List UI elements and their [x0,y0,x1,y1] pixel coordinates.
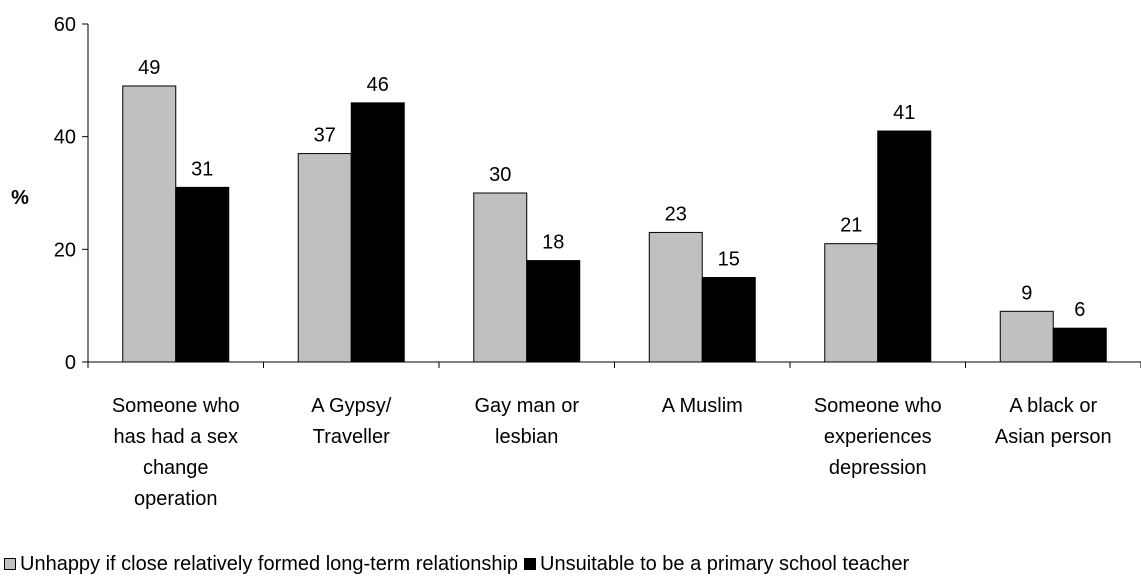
data-label: 30 [489,164,511,186]
category-label-line: Someone who [814,395,942,417]
bar-unhappy [824,243,879,363]
bar-unhappy [473,192,528,363]
category-label: Gay man or lesbian [475,395,580,448]
data-label: 31 [191,158,213,180]
bar-unsuitable [701,277,756,363]
data-label: 41 [893,102,915,124]
category-label: A Muslim [662,395,743,417]
y-tick-label: 40 [54,127,76,149]
y-tick-label: 20 [54,239,76,261]
category-label-line: has had a sex [113,426,238,448]
y-tick-label: 0 [65,352,76,374]
category-label-line: Someone who [112,395,240,417]
category-label-line: experiences [824,426,932,448]
y-axis-label: % [11,187,29,209]
category-label-line: A black or [1009,395,1097,417]
category-label-line: change [143,457,209,479]
category-label-line: operation [134,488,217,510]
y-tick-label: 60 [54,14,76,36]
legend-item-series-1: Unhappy if close relatively formed long-… [4,553,518,575]
category-label-line: Traveller [313,426,390,448]
category-label-line: lesbian [495,426,558,448]
data-label: 18 [542,232,564,254]
category-label-line: Gay man or [475,395,580,417]
bar-unhappy [122,85,177,363]
legend-label-series-2: Unsuitable to be a primary school teache… [540,553,910,575]
data-label: 37 [314,125,336,147]
bar-unhappy [297,153,352,363]
legend-item-series-2: Unsuitable to be a primary school teache… [524,553,909,575]
legend-swatch-black [524,558,537,570]
bar-unsuitable [877,130,932,363]
category-label-line: A Gypsy/ [311,395,391,417]
data-label: 15 [718,249,740,271]
bar-unsuitable [175,186,230,363]
bar-unsuitable [350,102,405,363]
data-label: 9 [1021,282,1032,304]
legend-swatch-grey [4,558,16,570]
data-label: 6 [1074,299,1085,321]
data-label: 49 [138,57,160,79]
bar-unsuitable [526,260,581,363]
data-label: 46 [367,74,389,96]
category-label-line: A Muslim [662,395,743,417]
bar-unsuitable [1052,327,1107,363]
category-label-line: depression [829,457,927,479]
category-label: A Gypsy/Traveller [311,395,391,448]
category-label: A black or Asian person [995,395,1112,448]
category-label: Someone who has had a sex change operation [112,395,240,510]
bar-unhappy [999,310,1054,363]
data-label: 23 [665,203,687,225]
bar-unhappy [648,231,703,363]
data-label: 21 [840,215,862,237]
category-label-line: Asian person [995,426,1112,448]
legend-label-series-1: Unhappy if close relatively formed long-… [20,553,519,575]
category-label: Someone who experiences depression [814,395,942,479]
legend: Unhappy if close relatively formed long-… [4,553,915,575]
bar-chart: 0 20 40 60% 49 31 Someone who has had a sex chan… [11,14,1141,510]
